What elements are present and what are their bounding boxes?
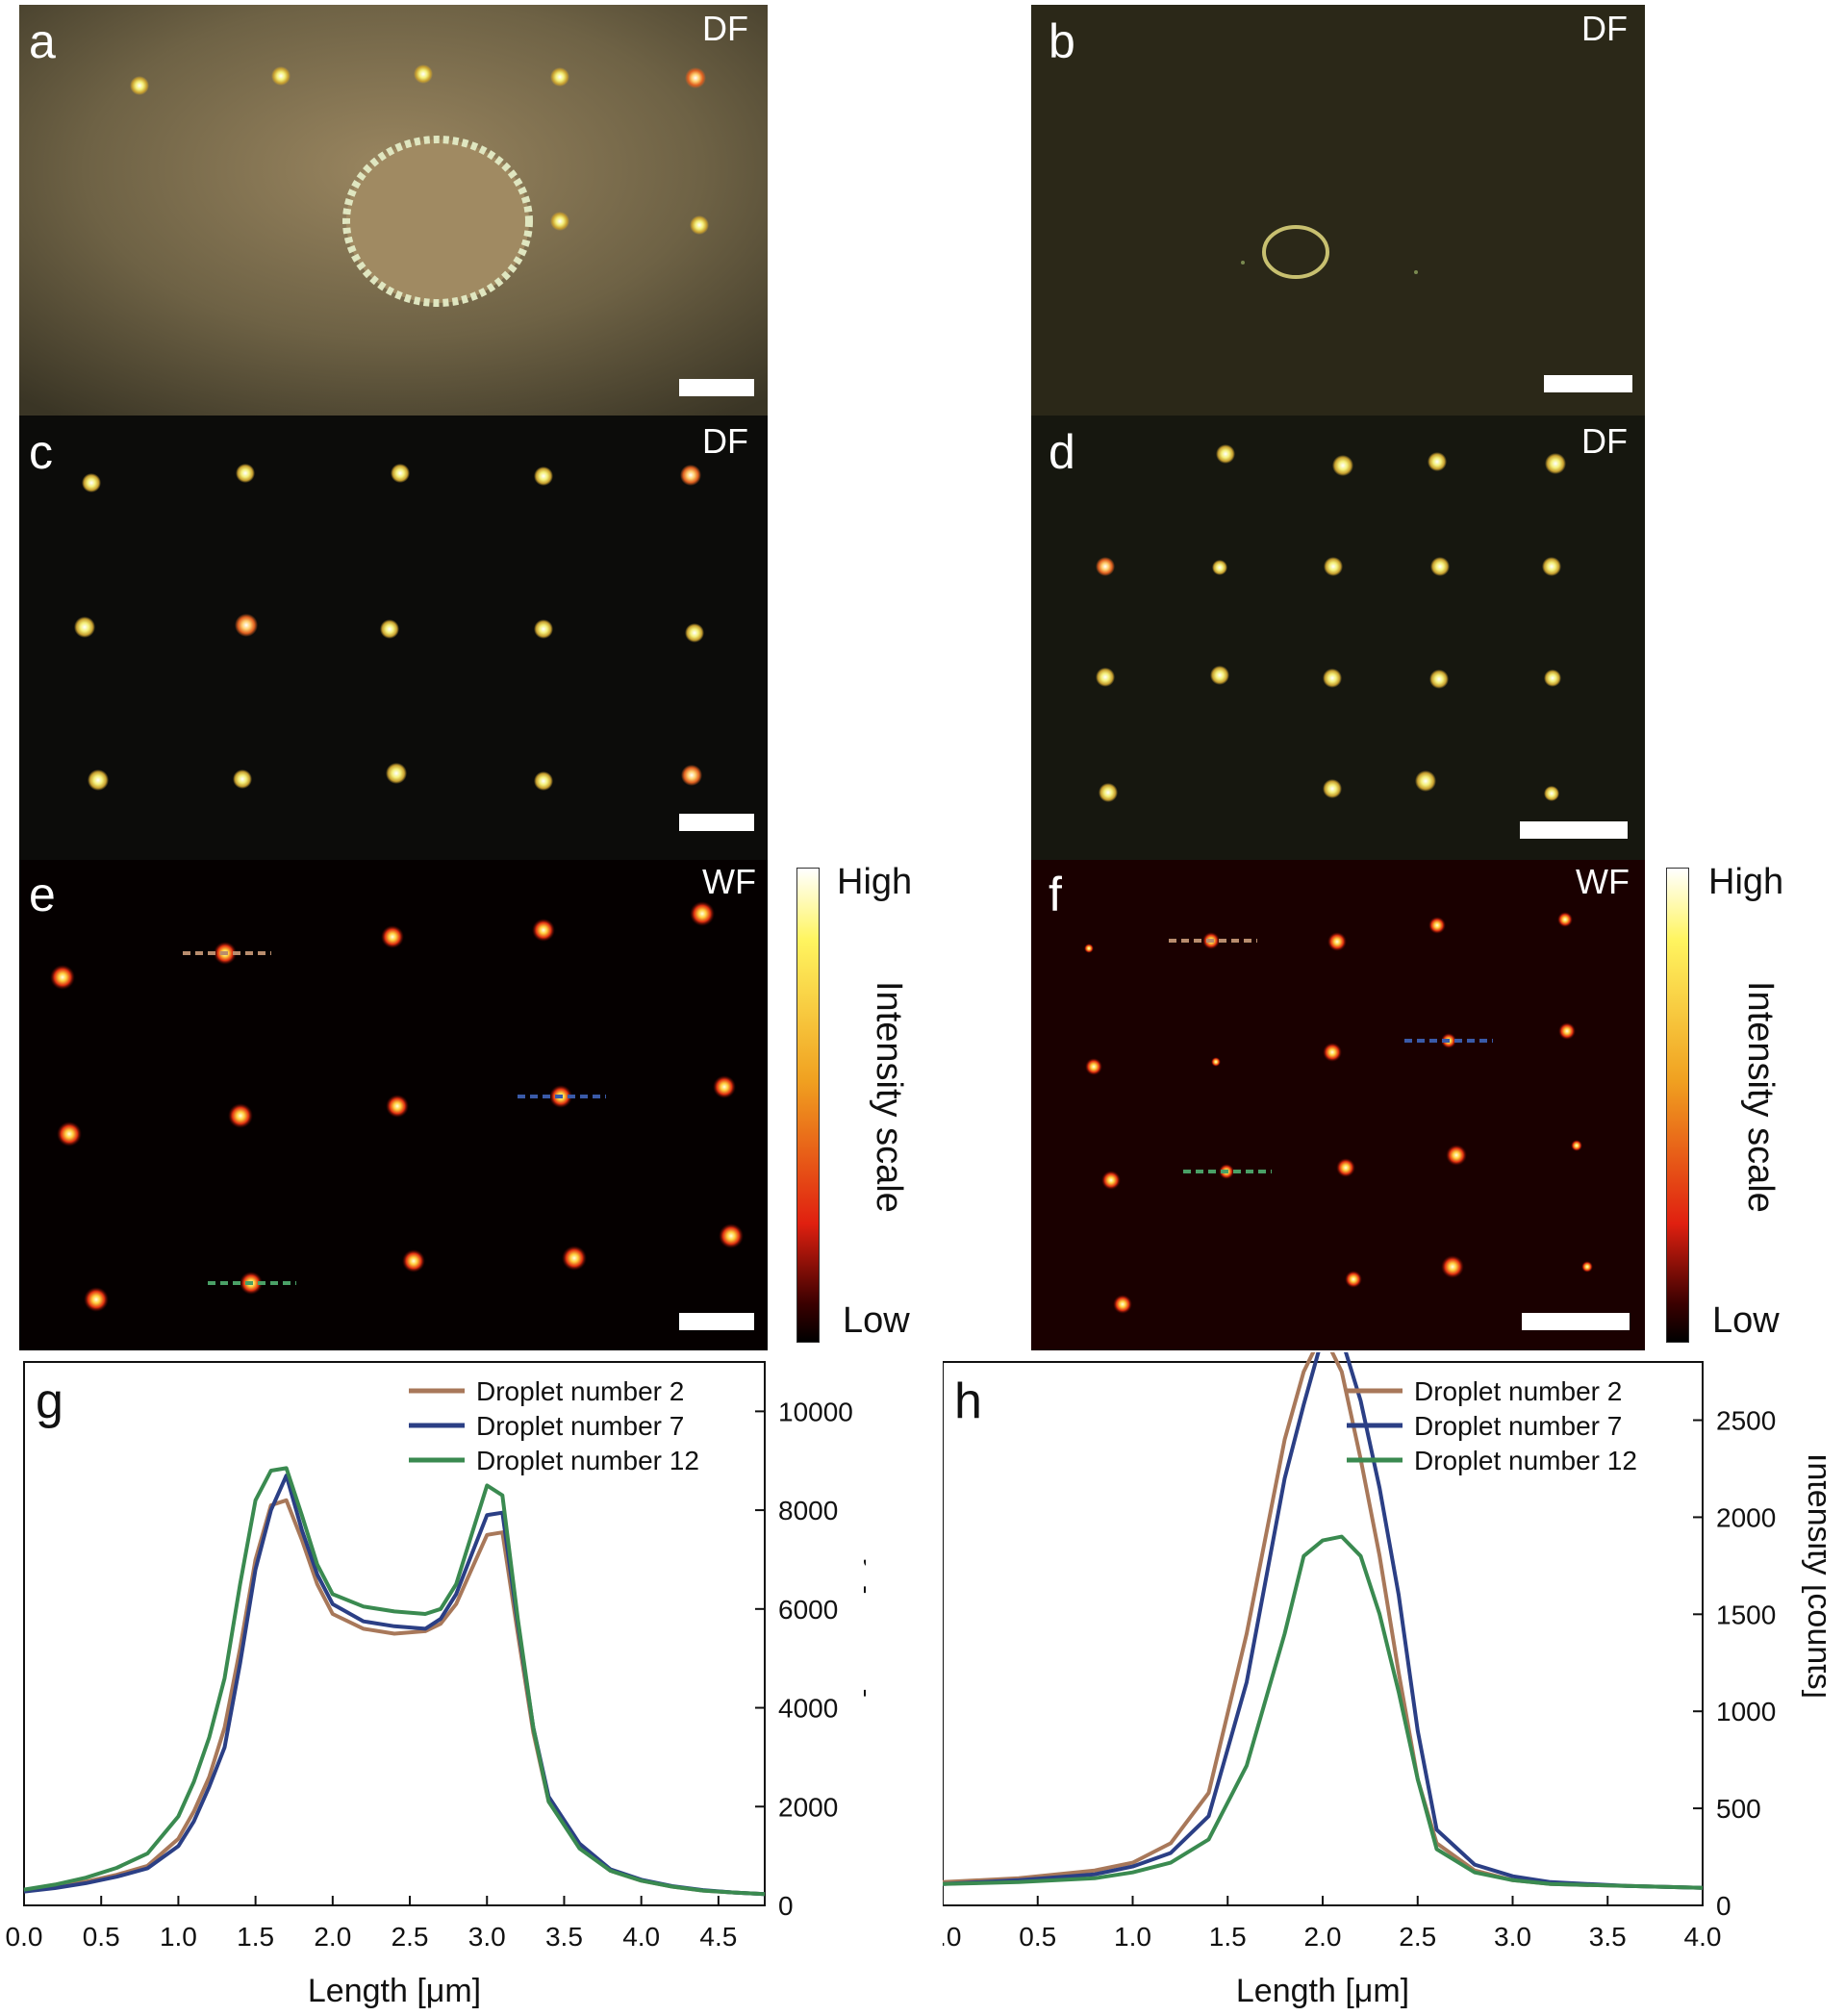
x-tick-label: 3.5 [1589, 1922, 1627, 1952]
colorbar-f-high: High [1708, 862, 1784, 902]
plot-frame-g [23, 1361, 766, 1906]
x-tick-label: 3.0 [1494, 1922, 1531, 1952]
x-tick-label: 1.0 [1114, 1922, 1151, 1952]
legend-label-3: Droplet number 12 [1414, 1446, 1637, 1475]
panel-label-d: d [1049, 425, 1075, 479]
colorbar-e-high: High [837, 862, 913, 902]
x-tick-label: 0.5 [83, 1922, 120, 1952]
panel-label-a: a [29, 14, 56, 68]
colorbar-e-low: Low [843, 1300, 910, 1341]
panel-label-g: g [36, 1373, 63, 1429]
colorbar-f [1666, 868, 1689, 1343]
series-line-2 [943, 1352, 1704, 1890]
micrograph-panel-c [19, 416, 768, 860]
imaging-mode-e: WF [702, 862, 756, 901]
y-axis-label: Intensity [counts] [1801, 1453, 1826, 1699]
scale-bar-b [1544, 375, 1632, 392]
intensity-profile-chart-g: g 0.0 0.5 1.0 1.5 2.0 2.5 3.0 3.5 4.0 4.5 0 2000 4000… [6, 1361, 866, 2009]
y-tick-label: 2000 [778, 1792, 838, 1822]
micrograph-panel-a [19, 5, 768, 416]
x-axis-label: Length [μm] [1236, 1973, 1409, 2009]
legend-label-3: Droplet number 12 [476, 1446, 699, 1475]
y-tick-label: 4000 [778, 1694, 838, 1724]
imaging-mode-a: DF [702, 9, 748, 48]
x-tick-label: 0.0 [943, 1922, 961, 1952]
x-tick-label: 0.5 [1019, 1922, 1056, 1952]
y-tick-label: 0 [778, 1891, 794, 1921]
x-tick-label: 0.0 [6, 1922, 43, 1952]
y-tick-label: 500 [1716, 1794, 1761, 1824]
y-tick-label: 6000 [778, 1595, 838, 1625]
imaging-mode-b: DF [1581, 9, 1628, 48]
y-axis-label: Intensity [counts] [863, 1453, 866, 1699]
y-tick-label: 0 [1716, 1891, 1731, 1921]
colorbar-e [796, 868, 820, 1343]
micrograph-d-image [1031, 416, 1645, 860]
legend-label-1: Droplet number 2 [476, 1376, 684, 1406]
x-tick-label: 4.5 [699, 1922, 737, 1952]
micrograph-panel-f [1031, 860, 1645, 1350]
colorbar-f-low: Low [1712, 1300, 1780, 1341]
x-axis-label: Length [μm] [308, 1973, 481, 2009]
x-tick-label: 1.0 [160, 1922, 197, 1952]
series-line-3 [23, 1466, 766, 1897]
scale-bar-e [679, 1313, 754, 1330]
x-tick-label: 3.5 [545, 1922, 583, 1952]
y-tick-label: 2500 [1716, 1406, 1776, 1436]
imaging-mode-c: DF [702, 421, 748, 461]
y-tick-label: 1000 [1716, 1697, 1776, 1726]
colorbar-e-title: Intensity scale [869, 981, 909, 1213]
micrograph-c-image [19, 416, 768, 860]
imaging-mode-d: DF [1581, 421, 1628, 461]
scale-bar-f [1522, 1313, 1630, 1330]
y-tick-label: 10000 [778, 1397, 853, 1426]
x-tick-label: 1.5 [237, 1922, 274, 1952]
legend-label-1: Droplet number 2 [1414, 1376, 1622, 1406]
series-line-1 [23, 1498, 766, 1897]
y-tick-label: 8000 [778, 1496, 838, 1525]
micrograph-f-image [1031, 860, 1645, 1350]
series-line-3 [943, 1534, 1704, 1890]
micrograph-panel-d [1031, 416, 1645, 860]
panel-label-f: f [1049, 868, 1062, 921]
scale-bar-d [1520, 821, 1628, 839]
panel-label-h: h [954, 1373, 982, 1429]
legend-label-2: Droplet number 7 [476, 1411, 684, 1441]
panel-label-c: c [29, 425, 53, 479]
micrograph-panel-e [19, 860, 768, 1350]
x-tick-label: 2.5 [1399, 1922, 1436, 1952]
imaging-mode-f: WF [1576, 862, 1630, 901]
scale-bar-a [679, 379, 754, 396]
scale-bar-c [679, 814, 754, 831]
panel-label-b: b [1049, 14, 1075, 68]
legend-label-2: Droplet number 7 [1414, 1411, 1622, 1441]
plot-frame-h [943, 1361, 1704, 1906]
micrograph-panel-b [1031, 5, 1645, 416]
x-tick-label: 3.0 [468, 1922, 506, 1952]
x-tick-label: 1.5 [1209, 1922, 1247, 1952]
x-tick-label: 2.5 [392, 1922, 429, 1952]
micrograph-a-image [19, 5, 768, 416]
y-tick-label: 2000 [1716, 1502, 1776, 1532]
x-tick-label: 2.0 [314, 1922, 351, 1952]
x-tick-label: 4.0 [1684, 1922, 1722, 1952]
micrograph-e-image [19, 860, 768, 1350]
y-tick-label: 1500 [1716, 1600, 1776, 1629]
panel-label-e: e [29, 868, 56, 921]
micrograph-b-image [1031, 5, 1645, 416]
x-tick-label: 4.0 [622, 1922, 660, 1952]
intensity-profile-chart-h: h 0.0 0.5 1.0 1.5 2.0 2.5 3.0 3.5 4.00 500 1000 1500… [943, 1352, 1826, 2009]
series-line-2 [23, 1474, 766, 1897]
colorbar-f-title: Intensity scale [1740, 981, 1781, 1213]
x-tick-label: 2.0 [1304, 1922, 1342, 1952]
